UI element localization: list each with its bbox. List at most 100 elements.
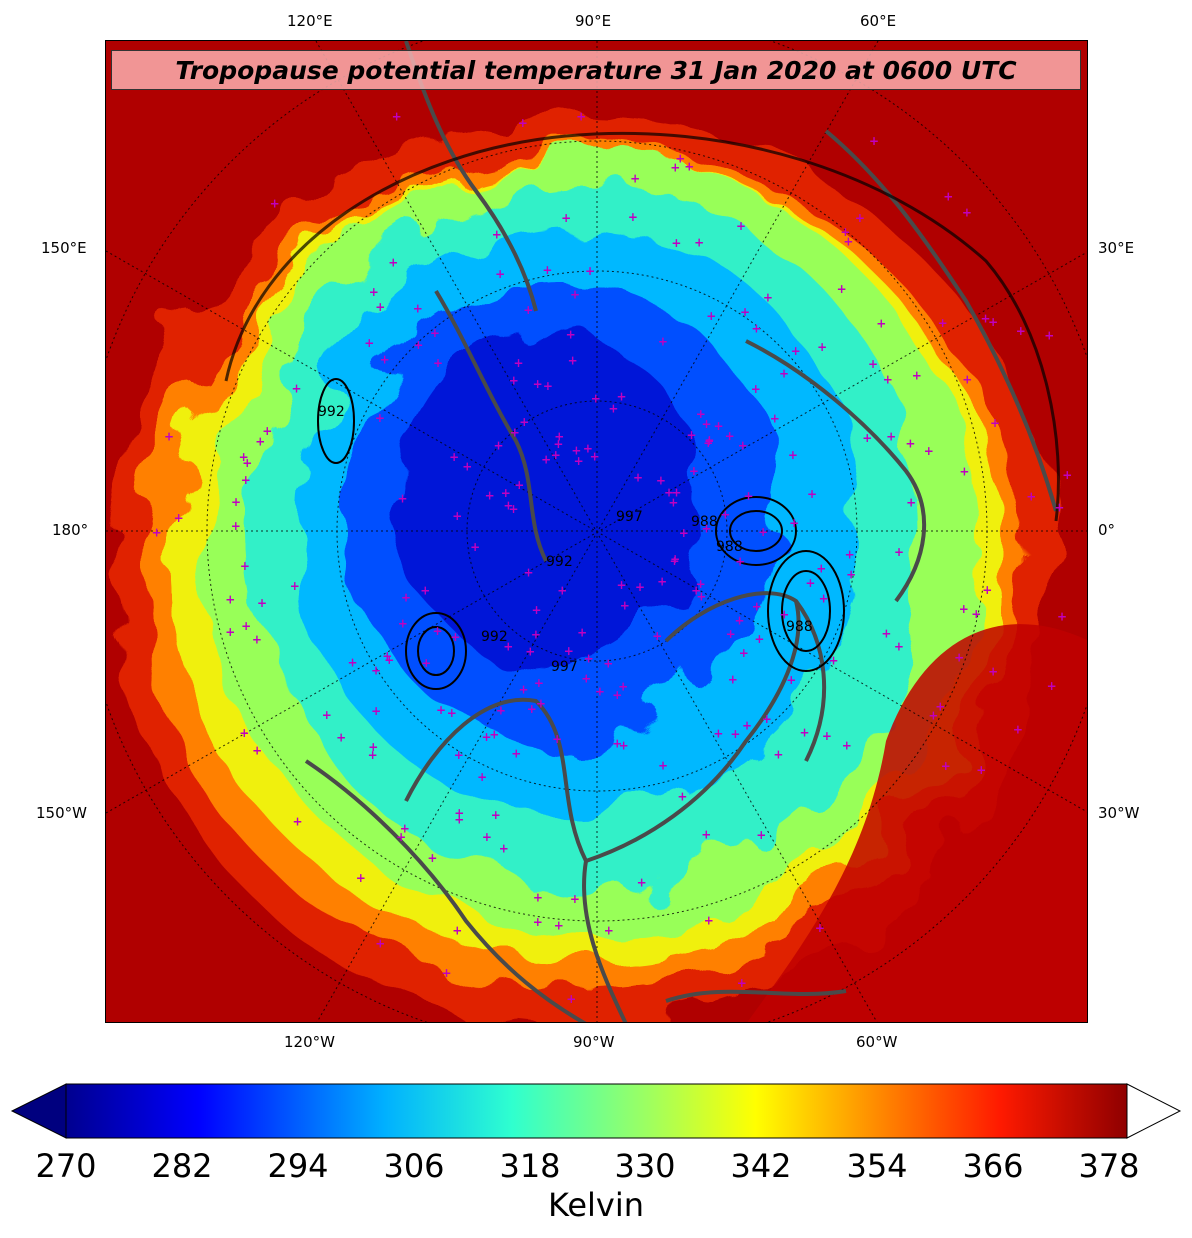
contour-label: 997	[616, 509, 643, 525]
station-marker: +	[635, 580, 645, 594]
station-marker: +	[152, 525, 162, 539]
station-marker: +	[894, 639, 904, 653]
station-marker: +	[554, 919, 564, 933]
station-marker: +	[603, 656, 613, 670]
station-marker: +	[420, 583, 430, 597]
station-marker: +	[677, 790, 687, 804]
station-marker: +	[758, 525, 768, 539]
colorbar-extend-min	[10, 1083, 67, 1139]
station-marker: +	[608, 401, 618, 415]
station-marker: +	[570, 892, 580, 906]
station-marker: +	[396, 830, 406, 844]
graticule	[106, 41, 1087, 1022]
colorbar-tick: 270	[35, 1147, 97, 1185]
station-marker: +	[894, 545, 904, 559]
station-marker: +	[292, 381, 302, 395]
station-marker: +	[1044, 328, 1054, 342]
station-markers: + + + + + + + + + + + + + + + + + + + + + + + + + + + + + + + + + + + + + + + +…	[152, 109, 1073, 1006]
station-marker: +	[855, 211, 865, 225]
station-marker: +	[576, 110, 586, 124]
station-marker: +	[380, 352, 390, 366]
contour-label: 988	[786, 619, 813, 635]
station-marker: +	[375, 937, 385, 951]
station-marker: +	[735, 614, 745, 628]
lon-label-left: 150°W	[36, 804, 87, 822]
station-marker: +	[454, 813, 464, 827]
station-marker: +	[742, 719, 752, 733]
station-marker: +	[322, 708, 332, 722]
station-marker: +	[270, 196, 280, 210]
station-marker: +	[702, 522, 712, 536]
station-marker: +	[706, 309, 716, 323]
station-marker: +	[384, 653, 394, 667]
station-marker: +	[876, 316, 886, 330]
station-marker: +	[988, 315, 998, 329]
station-marker: +	[770, 411, 780, 425]
station-marker: +	[503, 639, 513, 653]
station-marker: +	[988, 665, 998, 679]
station-marker: +	[492, 228, 502, 242]
station-marker: +	[762, 712, 772, 726]
station-marker: +	[240, 559, 250, 573]
lon-label-top: 90°E	[575, 12, 612, 30]
station-marker: +	[561, 211, 571, 225]
contour-label: 992	[481, 629, 508, 645]
station-marker: +	[571, 443, 581, 457]
station-marker: +	[694, 235, 704, 249]
station-marker: +	[585, 264, 595, 278]
colorbar-tick: 378	[1078, 1147, 1140, 1185]
lon-label-bottom: 90°W	[573, 1033, 615, 1051]
station-marker: +	[523, 303, 533, 317]
station-marker: +	[840, 225, 850, 239]
station-marker: +	[577, 626, 587, 640]
station-marker: +	[436, 703, 446, 717]
station-marker: +	[482, 830, 492, 844]
station-marker: +	[703, 436, 713, 450]
station-marker: +	[675, 151, 685, 165]
station-marker: +	[241, 619, 251, 633]
station-marker: +	[779, 366, 789, 380]
station-marker: +	[574, 454, 584, 468]
station-marker: +	[447, 706, 457, 720]
colorbar-extend-max	[1126, 1083, 1182, 1139]
colorbar	[0, 1080, 1192, 1142]
station-marker: +	[239, 450, 249, 464]
station-marker: +	[737, 976, 747, 990]
station-marker: +	[371, 704, 381, 718]
station-marker: +	[633, 471, 643, 485]
station-marker: +	[837, 282, 847, 296]
station-marker: +	[883, 372, 893, 386]
station-marker: +	[262, 424, 272, 438]
station-marker: +	[336, 731, 346, 745]
station-marker: +	[509, 374, 519, 388]
station-marker: +	[442, 966, 452, 980]
station-marker: +	[868, 357, 878, 371]
station-marker: +	[225, 592, 235, 606]
station-marker: +	[489, 728, 499, 742]
station-marker: +	[702, 417, 712, 431]
station-marker: +	[612, 688, 622, 702]
station-marker: +	[533, 891, 543, 905]
station-marker: +	[252, 632, 262, 646]
station-marker: +	[959, 465, 969, 479]
station-marker: +	[658, 334, 668, 348]
station-marker: +	[779, 608, 789, 622]
station-marker: +	[704, 433, 714, 447]
station-marker: +	[990, 416, 1000, 430]
station-marker: +	[684, 160, 694, 174]
station-marker: +	[491, 808, 501, 822]
station-marker: +	[499, 842, 509, 856]
station-marker: +	[568, 354, 578, 368]
station-marker: +	[174, 511, 184, 525]
station-marker: +	[433, 356, 443, 370]
station-marker: +	[541, 453, 551, 467]
station-marker: +	[754, 632, 764, 646]
station-marker: +	[696, 577, 706, 591]
station-marker: +	[816, 562, 826, 576]
station-marker: +	[557, 583, 567, 597]
station-marker: +	[511, 747, 521, 761]
station-marker: +	[726, 627, 736, 641]
station-marker: +	[421, 656, 431, 670]
station-marker: +	[241, 473, 251, 487]
station-marker: +	[482, 730, 492, 744]
